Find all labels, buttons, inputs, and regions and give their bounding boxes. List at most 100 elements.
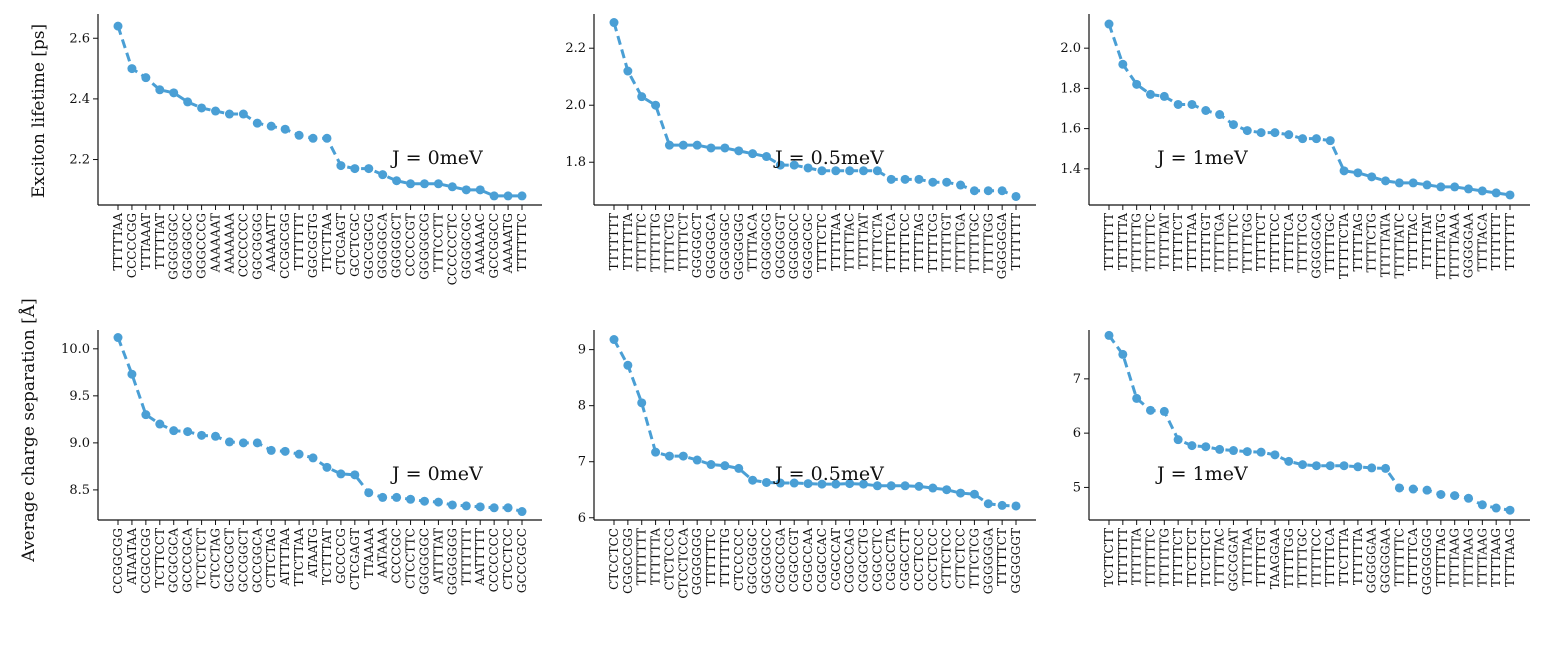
data-point [1132, 79, 1142, 89]
x-category-label: TTTTACA [1475, 213, 1489, 272]
x-category-label: CTCCTAG [209, 528, 223, 589]
data-point [886, 174, 896, 184]
data-point [1187, 99, 1197, 109]
x-category-label: TTTTTAT [1420, 213, 1434, 269]
x-category-label: TTTTTGT [940, 213, 954, 272]
x-category-label: GCCGGCC [487, 213, 501, 278]
x-category-label: CGGCCAA [801, 528, 815, 592]
x-category-label: TTTTTAT [857, 213, 871, 269]
data-point [872, 481, 882, 491]
x-category-label: TTTTTTT [1102, 213, 1116, 270]
x-category-label: TTTTTCT [995, 528, 1009, 586]
data-point [1436, 489, 1446, 499]
x-category-label: GCCTCGC [348, 213, 362, 277]
x-category-label: TTTTTGA [954, 213, 968, 272]
series-line [612, 22, 1017, 198]
data-point [1159, 91, 1169, 101]
data-point [831, 479, 841, 489]
data-point [928, 177, 938, 187]
x-category-label: CGGCCTG [857, 528, 871, 592]
x-category-label: TTTTTTG [718, 528, 732, 587]
data-point [406, 494, 416, 504]
x-category-label: CTCCTCCA [676, 528, 690, 599]
x-category-label: TTTTTTC [515, 213, 529, 271]
x-category-label: TTTCTCG [967, 528, 981, 588]
x-category-label: TTTTTTT [1116, 528, 1130, 585]
x-category-label: TTTTTTC [1392, 528, 1406, 586]
data-point [1270, 128, 1280, 138]
data-point [197, 103, 207, 113]
x-category-label: CCCTCCC [926, 528, 940, 591]
y-tick-label: 1.8 [1060, 81, 1081, 96]
data-point [1159, 406, 1169, 416]
x-category-label: TTTTTAT [1157, 213, 1171, 269]
data-point [1311, 134, 1321, 144]
x-category-label: CGGCCTA [884, 528, 898, 591]
panel-4: 8.5 9.0 9.5 10.0 CCGGCGG ATAATAA CCGCCGG TCTTCC… [61, 330, 542, 595]
x-category-label: TTTTTTT [607, 213, 621, 270]
x-category-label: CCCCCCC [236, 213, 250, 277]
x-category-label: TTTTTGA [1213, 213, 1227, 272]
x-category-label: GCCGGCA [250, 528, 264, 593]
data-point [1284, 456, 1294, 466]
y-tick-label: 2.2 [69, 153, 90, 168]
y-tick-label: 6 [1073, 426, 1081, 441]
data-point [1325, 136, 1335, 146]
data-point [1394, 178, 1404, 188]
x-category-label: TTTTTTA [649, 528, 663, 585]
data-point [859, 166, 869, 176]
data-point [1187, 441, 1197, 451]
x-category-label: TTTTTGT [1199, 213, 1213, 272]
x-category-label: GGGGGGT [1009, 528, 1023, 594]
j-annotation: J = 0.5meV [773, 463, 884, 485]
j-annotation: J = 0meV [390, 463, 483, 485]
data-point [252, 438, 262, 448]
j-annotation: J = 0.5meV [773, 147, 884, 169]
data-point [609, 18, 619, 28]
data-point [1422, 180, 1432, 190]
x-category-label: TTTTTTT [292, 213, 306, 270]
x-category-label: GCGCGCT [222, 528, 236, 592]
x-category-label: CGGCCAG [843, 528, 857, 593]
data-point [1011, 191, 1021, 201]
y-tick-label: 2.2 [565, 41, 586, 56]
data-point [651, 100, 661, 110]
data-point [637, 398, 647, 408]
data-point [720, 461, 730, 471]
data-point [113, 21, 123, 31]
x-category-label: TTTTTTC [704, 528, 718, 586]
x-category-label: CTCCTTC [404, 528, 418, 589]
data-point [155, 419, 165, 429]
data-point [419, 496, 429, 506]
data-point [197, 430, 207, 440]
data-point [859, 479, 869, 489]
x-category-label: TTTTTAC [1406, 213, 1420, 271]
data-point [623, 66, 633, 76]
x-category-label: TTTTTAA [1185, 213, 1199, 271]
data-point [1173, 435, 1183, 445]
x-category-label: TTTTAAG [1475, 528, 1489, 587]
x-category-label: TTTTTAG [912, 213, 926, 272]
data-point [997, 500, 1007, 510]
data-point [322, 133, 332, 143]
x-category-label: TTTTTTA [1116, 213, 1130, 270]
data-point [1450, 182, 1460, 192]
data-point [211, 431, 221, 441]
data-point [419, 179, 429, 189]
x-category-label: CTCGAGT [334, 213, 348, 275]
y-tick-label: 2.0 [565, 98, 586, 113]
x-category-label: TCTTCCT [153, 528, 167, 588]
row2-ylabel: Average charge separation [Å] [18, 298, 39, 562]
y-tick-label: 7 [1073, 372, 1081, 387]
x-category-label: CGGCCGG [621, 528, 635, 594]
data-point [294, 449, 304, 459]
x-category-label: CCCCCGT [404, 213, 418, 277]
data-point [692, 455, 702, 465]
x-category-label: GGGGGGA [981, 528, 995, 595]
x-category-label: TTTTAAG [1503, 528, 1517, 587]
data-point [252, 118, 262, 128]
x-category-label: CGGCCTT [898, 528, 912, 591]
x-category-label: CTTCTAG [264, 528, 278, 588]
x-category-label: ATAATG [306, 528, 320, 579]
